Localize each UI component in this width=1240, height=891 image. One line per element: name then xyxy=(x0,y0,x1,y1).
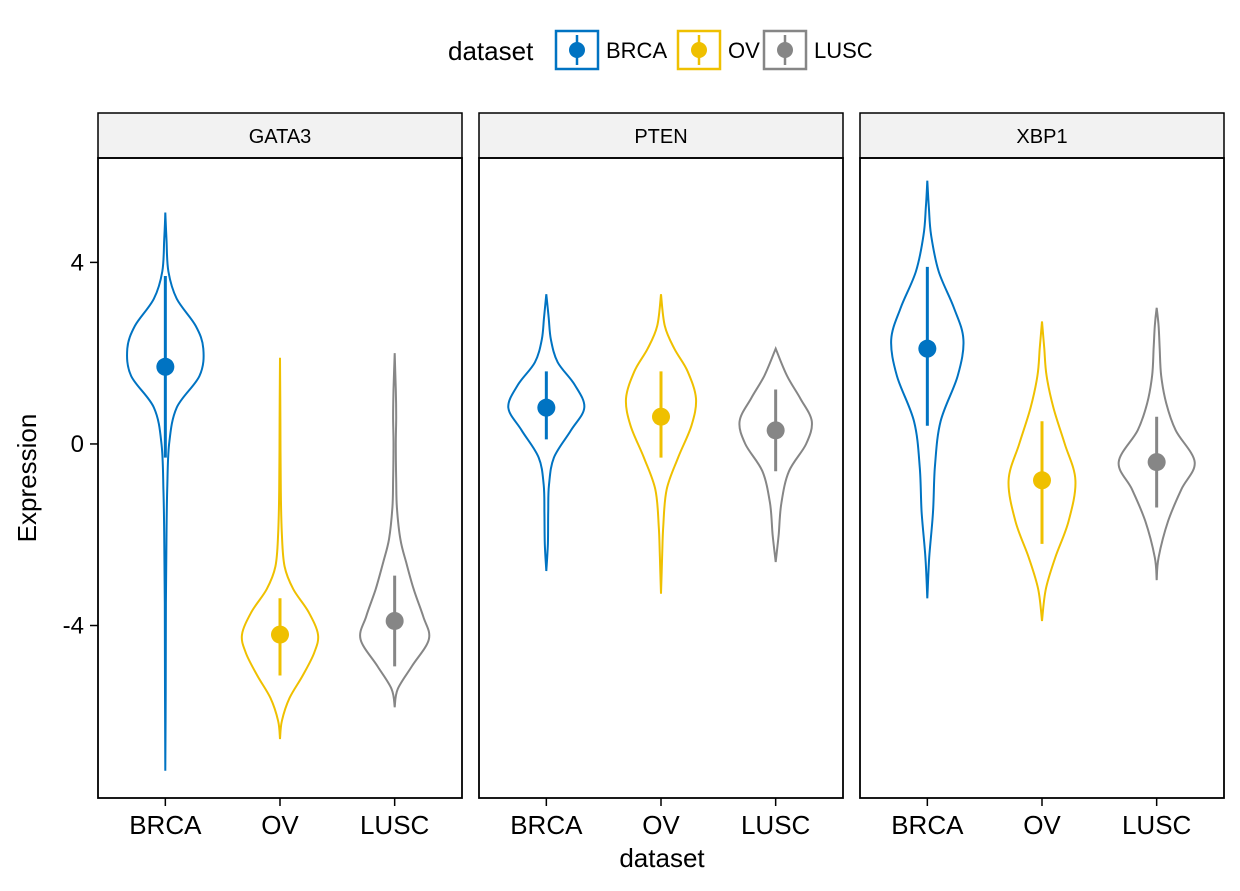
legend: dataset BRCA OV LUSC xyxy=(448,29,873,71)
strip-background xyxy=(859,112,1225,159)
legend-title: dataset xyxy=(448,36,534,66)
x-tick-label: BRCA xyxy=(891,810,964,840)
violin-lusc xyxy=(1117,307,1196,581)
x-tick-label: LUSC xyxy=(741,810,810,840)
panel-xbp1: XBP1 BRCA OV LUSC xyxy=(859,112,1225,840)
mean-point-brca xyxy=(918,339,937,358)
y-axis-title: Expression xyxy=(12,414,42,543)
violin-lusc xyxy=(738,345,813,563)
strip-label: PTEN xyxy=(634,126,687,148)
mean-point-lusc xyxy=(1147,453,1166,472)
mean-point-brca xyxy=(156,357,175,376)
mean-point-ov xyxy=(1033,471,1051,490)
x-tick-label: OV xyxy=(261,810,299,840)
legend-key-dot-lusc xyxy=(777,42,793,58)
x-tick-label: BRCA xyxy=(129,810,202,840)
mean-point-brca xyxy=(537,398,556,417)
x-tick-label: BRCA xyxy=(510,810,583,840)
violin-lusc xyxy=(359,353,431,708)
x-axis-title: dataset xyxy=(619,843,705,873)
violin-brca xyxy=(126,212,205,771)
violin-brca xyxy=(507,294,586,572)
y-tick-label: -4 xyxy=(63,613,84,640)
x-tick-label: OV xyxy=(642,810,680,840)
violin-ov xyxy=(240,357,320,740)
legend-key-dot-ov xyxy=(691,42,707,58)
panels: GATA3 BRCA OV LUSC PTEN BRCA OV LUSC XBP1 BRCA OV L… xyxy=(97,112,1225,840)
violin-brca xyxy=(890,180,965,599)
y-tick-label: 4 xyxy=(71,249,84,276)
legend-key-dot-brca xyxy=(569,42,585,58)
legend-label-lusc: LUSC xyxy=(814,38,873,63)
x-tick-label: OV xyxy=(1023,810,1061,840)
panel-gata3: GATA3 BRCA OV LUSC xyxy=(97,112,463,840)
mean-point-ov xyxy=(271,625,289,644)
y-axis: -4 0 4 xyxy=(63,249,98,640)
mean-point-ov xyxy=(652,407,670,426)
mean-point-lusc xyxy=(766,421,785,440)
x-tick-label: LUSC xyxy=(1122,810,1191,840)
x-tick-label: LUSC xyxy=(360,810,429,840)
violin-ov xyxy=(1007,321,1077,622)
y-tick-label: 0 xyxy=(71,431,84,458)
strip-label: GATA3 xyxy=(249,126,312,148)
strip-label: XBP1 xyxy=(1016,126,1067,148)
panel-border xyxy=(478,157,844,799)
strip-background xyxy=(478,112,844,159)
mean-point-lusc xyxy=(385,611,404,630)
legend-label-brca: BRCA xyxy=(606,38,667,63)
legend-label-ov: OV xyxy=(728,38,760,63)
violin-ov xyxy=(624,294,698,594)
panel-pten: PTEN BRCA OV LUSC xyxy=(478,112,844,840)
